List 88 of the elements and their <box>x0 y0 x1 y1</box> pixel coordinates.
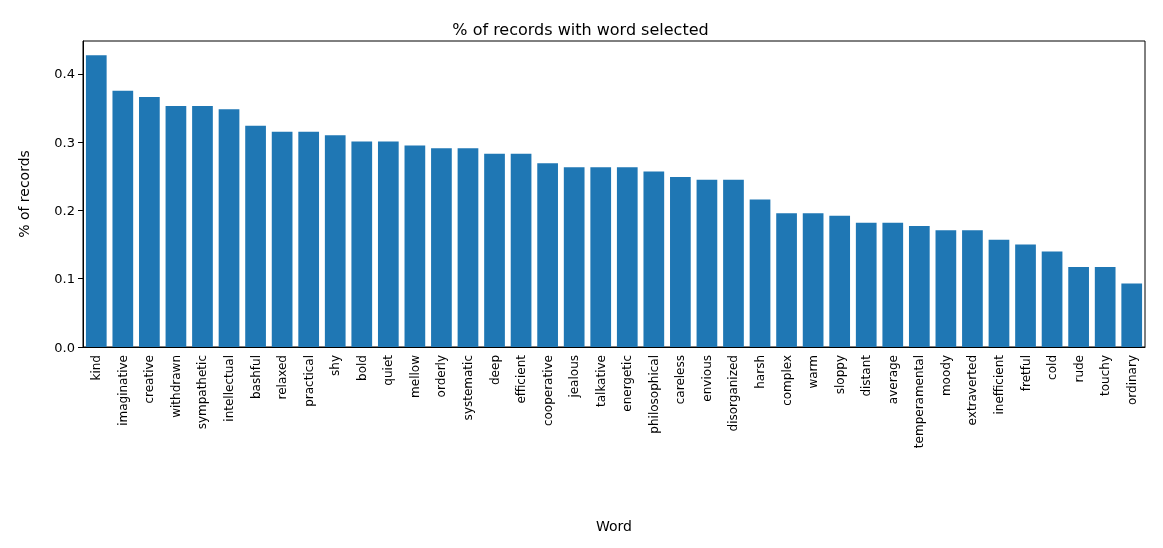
x-tick-label: extraverted <box>965 355 980 426</box>
x-tick-label: withdrawn <box>168 355 183 418</box>
x-tick-label: sympathetic <box>195 355 210 430</box>
bar <box>1121 283 1143 347</box>
bar <box>1068 267 1089 347</box>
bar <box>298 131 320 347</box>
bar <box>271 131 293 347</box>
x-tick-label: quiet <box>381 354 396 386</box>
x-tick-label: practical <box>301 355 316 407</box>
bar <box>1094 267 1116 347</box>
x-tick-label: shy <box>328 355 343 376</box>
bar <box>510 153 532 347</box>
x-tick-label: cooperative <box>540 355 555 427</box>
y-tick-label: 0.3 <box>54 134 75 150</box>
bar <box>908 226 930 347</box>
x-tick-label: orderly <box>434 355 449 398</box>
x-tick-label: complex <box>779 355 794 406</box>
bar <box>404 145 426 347</box>
bar <box>484 153 505 347</box>
x-tick-label: systematic <box>460 355 475 421</box>
x-tick-label: fretful <box>1018 355 1033 392</box>
bar <box>85 55 107 347</box>
x-tick-label: imaginative <box>115 355 130 426</box>
x-tick-label: creative <box>142 355 157 404</box>
bar <box>324 135 346 347</box>
bar <box>988 239 1010 347</box>
bar <box>616 167 638 347</box>
bar <box>829 215 851 347</box>
x-tick-label: average <box>885 355 900 405</box>
x-tick-label: touchy <box>1098 355 1113 396</box>
bar <box>643 171 665 347</box>
bar <box>1041 251 1063 347</box>
bar <box>563 167 585 347</box>
x-tick-label: jealous <box>567 355 582 399</box>
bar <box>218 109 240 347</box>
bar <box>670 176 691 347</box>
bar <box>112 90 134 347</box>
x-tick-label: bold <box>354 355 369 381</box>
bar <box>139 97 160 347</box>
x-tick-label: talkative <box>593 355 608 408</box>
bar <box>165 105 187 347</box>
bar <box>192 105 213 347</box>
bar <box>776 213 797 347</box>
bar <box>723 179 744 347</box>
x-tick-label: rude <box>1071 355 1086 383</box>
y-tick-label: 0.1 <box>54 271 75 287</box>
x-tick-label: relaxed <box>275 355 290 400</box>
x-tick-label: deep <box>487 355 502 385</box>
x-tick-label: intellectual <box>222 355 237 422</box>
x-tick-label: moody <box>938 355 953 397</box>
x-tick-label: sloppy <box>832 355 847 395</box>
x-tick-label: bashful <box>248 355 263 399</box>
bar <box>749 199 771 347</box>
y-axis-title: % of records <box>16 150 32 238</box>
bar <box>431 148 452 347</box>
bar <box>962 230 983 347</box>
bar <box>802 213 824 347</box>
x-tick-label: warm <box>806 355 821 389</box>
bar <box>882 222 904 347</box>
x-tick-label: efficient <box>514 354 529 404</box>
x-tick-label: cold <box>1045 355 1060 380</box>
x-tick-label: energetic <box>620 355 635 412</box>
bar <box>537 163 558 347</box>
bar <box>935 230 957 347</box>
x-tick-label: careless <box>673 355 688 405</box>
bar <box>696 179 718 347</box>
x-tick-label: mellow <box>407 354 422 398</box>
y-tick-label: 0.2 <box>54 202 75 218</box>
bar <box>245 125 266 347</box>
x-tick-label: envious <box>699 355 714 402</box>
x-tick-label: inefficient <box>991 354 1006 415</box>
y-tick-label: 0.0 <box>54 339 75 355</box>
x-tick-label: ordinary <box>1124 355 1139 406</box>
bar <box>377 141 399 347</box>
bar <box>855 222 877 347</box>
bar <box>1015 244 1036 347</box>
x-tick-label: distant <box>859 354 874 397</box>
y-tick-label: 0.4 <box>54 66 75 82</box>
bar <box>351 141 373 347</box>
chart-title: % of records with word selected <box>452 19 709 39</box>
x-axis-title: Word <box>596 518 632 534</box>
x-tick-label: philosophical <box>646 355 661 434</box>
x-tick-label: kind <box>89 355 104 381</box>
x-tick-label: disorganized <box>726 355 741 432</box>
bar <box>457 148 479 347</box>
bar <box>590 167 612 347</box>
x-tick-label: harsh <box>753 355 768 389</box>
x-tick-label: temperamental <box>912 355 927 449</box>
